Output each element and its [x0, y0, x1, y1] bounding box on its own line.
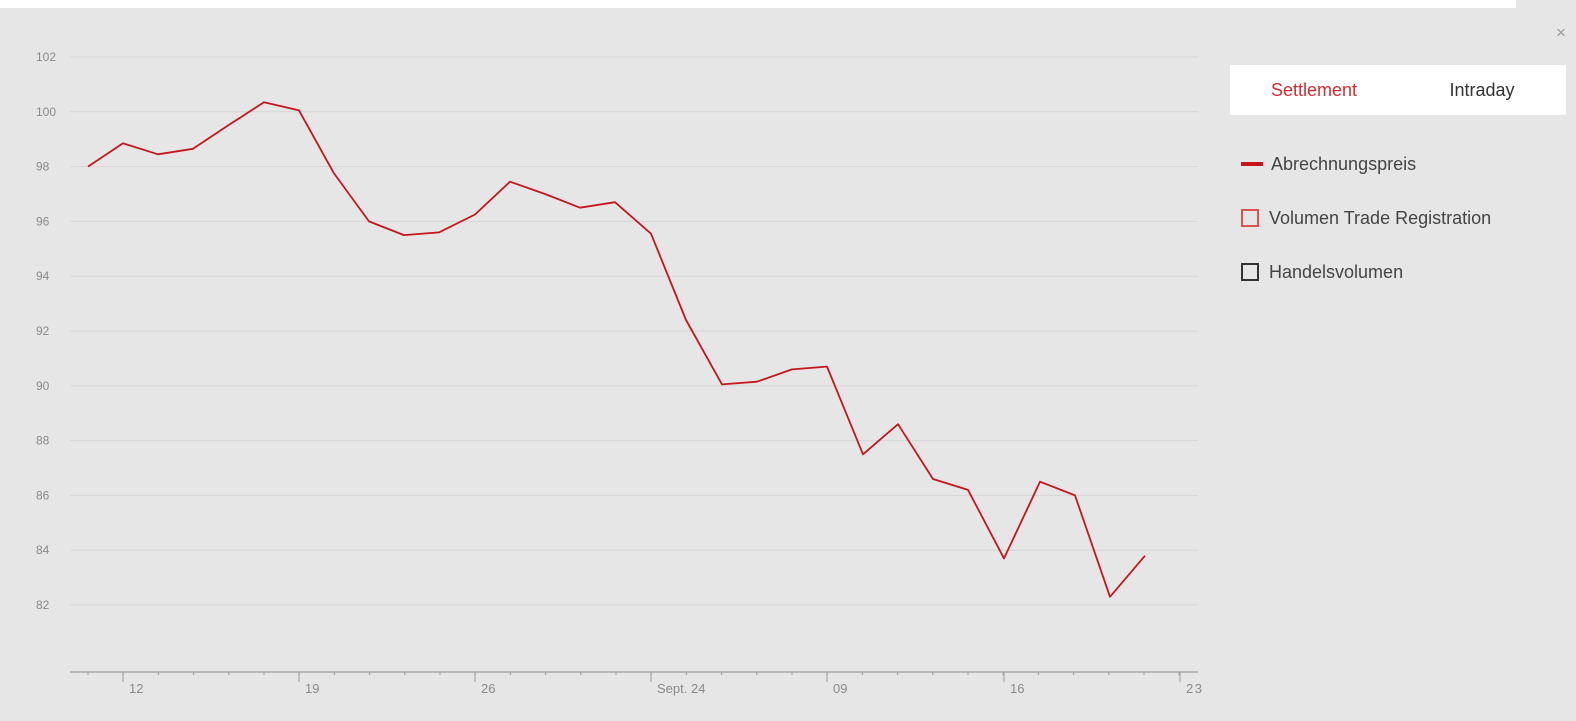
x-tick-label: 12: [129, 681, 143, 696]
y-tick-label: 100: [36, 105, 56, 119]
x-tick-label: 19: [305, 681, 319, 696]
legend: Abrechnungspreis Volumen Trade Registrat…: [1241, 148, 1571, 310]
checkbox-swatch-icon: [1241, 209, 1259, 227]
x-tick-label: 23: [1186, 681, 1202, 696]
y-tick-label: 96: [36, 214, 50, 228]
legend-label: Handelsvolumen: [1269, 261, 1404, 282]
checkbox-swatch-icon: [1241, 263, 1259, 281]
y-tick-label: 98: [36, 160, 50, 174]
close-icon[interactable]: ×: [1556, 23, 1566, 42]
y-tick-label: 94: [36, 269, 50, 283]
series-line: [87, 101, 1146, 598]
y-tick-label: 102: [36, 50, 56, 64]
y-tick-label: 82: [36, 598, 50, 612]
legend-item-volumen-trade-registration[interactable]: Volumen Trade Registration: [1241, 202, 1571, 234]
tab-settlement[interactable]: Settlement: [1270, 79, 1358, 100]
y-tick-label: 84: [36, 543, 50, 557]
tab-intraday[interactable]: Intraday: [1449, 79, 1515, 100]
grid-lines: [70, 56, 1198, 606]
legend-label: Abrechnungspreis: [1271, 153, 1417, 174]
top-strip: [0, 0, 1516, 8]
y-tick-label: 90: [36, 379, 50, 393]
x-tick-label: 16: [1010, 681, 1024, 696]
legend-label: Volumen Trade Registration: [1269, 207, 1492, 228]
price-chart: 82 84 86 88 90 92 94 96 98 100 102 12 19 26 Sept. 24 0…: [36, 50, 1202, 696]
legend-item-abrechnungspreis[interactable]: Abrechnungspreis: [1241, 148, 1571, 180]
tab-bar: Settlement Intraday: [1230, 65, 1566, 115]
legend-item-handelsvolumen[interactable]: Handelsvolumen: [1241, 256, 1571, 288]
x-axis: 12 19 26 Sept. 24 09 16 23: [122, 672, 1202, 696]
y-tick-label: 88: [36, 434, 50, 448]
y-axis: 82 84 86 88 90 92 94 96 98 100 102: [36, 50, 56, 612]
x-tick-label: Sept. 24: [657, 681, 705, 696]
line-swatch-icon: [1241, 162, 1263, 166]
series-group: [87, 101, 1146, 598]
x-tick-label: 26: [481, 681, 495, 696]
y-tick-label: 86: [36, 488, 50, 502]
x-tick-label: 09: [833, 681, 847, 696]
y-tick-label: 92: [36, 324, 50, 338]
